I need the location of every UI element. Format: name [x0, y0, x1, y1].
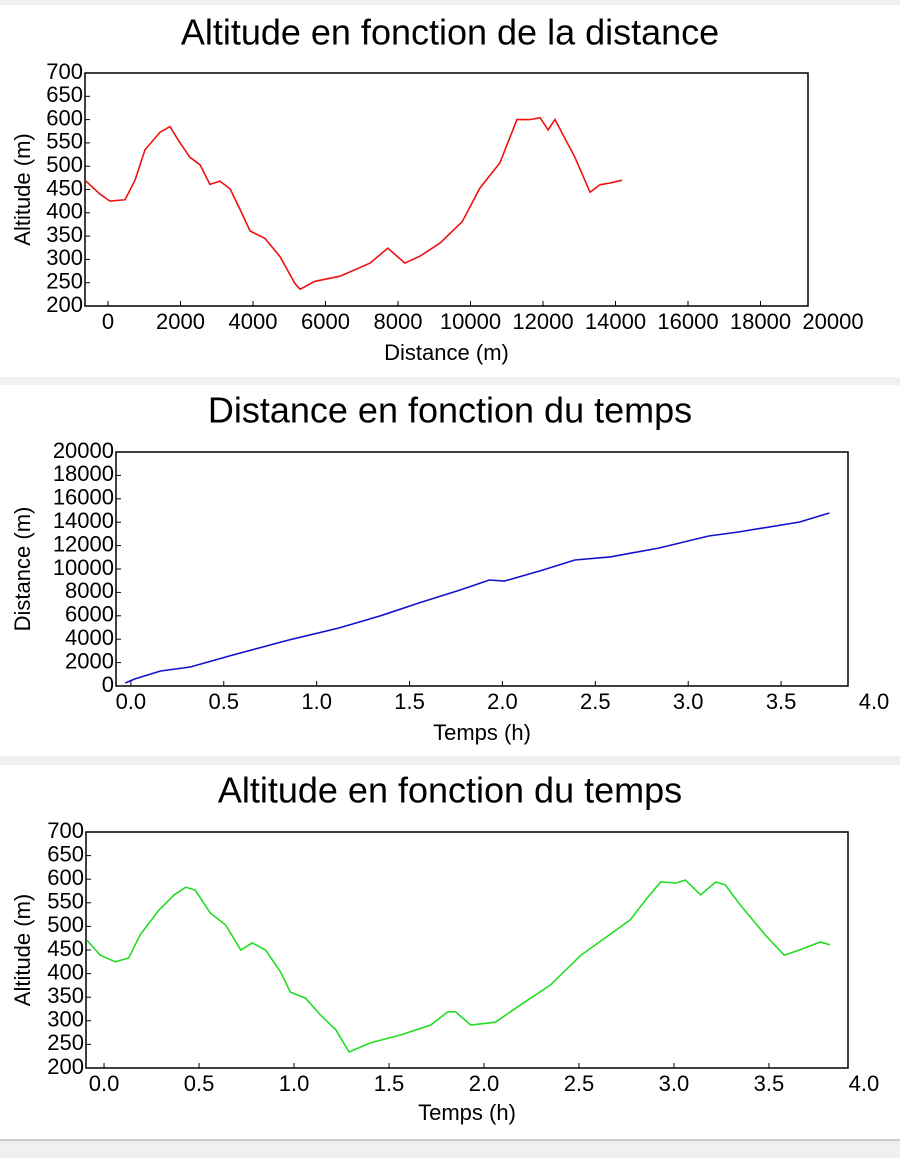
x-tick-label: 1.5	[374, 1071, 405, 1096]
x-tick-label: 3.0	[673, 689, 704, 714]
y-tick-label: 300	[46, 245, 83, 270]
y-tick-label: 14000	[53, 508, 114, 533]
x-tick-label: 1.5	[394, 689, 425, 714]
x-tick-label: 4.0	[849, 1071, 880, 1096]
y-tick-label: 0	[102, 672, 114, 697]
chart-title: Altitude en fonction du temps	[218, 770, 682, 811]
y-tick-label: 550	[47, 889, 84, 914]
y-axis-label: Altitude (m)	[10, 133, 35, 245]
chart-title: Distance en fonction du temps	[208, 390, 692, 431]
status-bar	[0, 1140, 900, 1158]
data-line	[86, 879, 831, 1054]
data-line	[84, 116, 623, 291]
y-tick-label: 600	[47, 865, 84, 890]
y-tick-label: 450	[47, 936, 84, 961]
x-tick-label: 0.0	[89, 1071, 120, 1096]
y-tick-label: 4000	[65, 625, 114, 650]
x-tick-label: 3.5	[754, 1071, 785, 1096]
y-axis-label: Altitude (m)	[10, 894, 35, 1006]
x-tick-label: 10000	[440, 309, 501, 334]
x-tick-label: 8000	[374, 309, 423, 334]
y-tick-label: 16000	[53, 485, 114, 510]
x-tick-label: 3.5	[766, 689, 797, 714]
data-line	[124, 512, 830, 684]
x-tick-label: 18000	[730, 309, 791, 334]
x-tick-label: 1.0	[301, 689, 332, 714]
x-axis-label: Temps (h)	[433, 720, 531, 745]
separator	[0, 0, 900, 5]
y-tick-label: 300	[47, 1007, 84, 1032]
y-tick-label: 18000	[53, 461, 114, 486]
x-tick-label: 2000	[156, 309, 205, 334]
x-tick-label: 0.5	[208, 689, 239, 714]
y-tick-label: 20000	[53, 438, 114, 463]
y-tick-label: 2000	[65, 648, 114, 673]
y-tick-label: 500	[47, 912, 84, 937]
y-tick-label: 200	[47, 1054, 84, 1079]
chart-title: Altitude en fonction de la distance	[181, 12, 719, 53]
x-tick-label: 12000	[512, 309, 573, 334]
y-tick-label: 650	[47, 841, 84, 866]
x-tick-label: 6000	[301, 309, 350, 334]
separator	[0, 756, 900, 765]
y-tick-label: 400	[47, 959, 84, 984]
x-tick-label: 2.5	[580, 689, 611, 714]
y-tick-label: 500	[46, 152, 83, 177]
x-tick-label: 14000	[585, 309, 646, 334]
x-tick-label: 0.0	[116, 689, 147, 714]
y-axis-label: Distance (m)	[10, 507, 35, 632]
x-tick-label: 16000	[657, 309, 718, 334]
x-tick-label: 4000	[229, 309, 278, 334]
x-tick-label: 2.0	[487, 689, 518, 714]
y-tick-label: 600	[46, 105, 83, 130]
y-tick-label: 250	[47, 1030, 84, 1055]
y-tick-label: 400	[46, 199, 83, 224]
y-tick-label: 700	[46, 59, 83, 84]
y-tick-label: 450	[46, 175, 83, 200]
x-tick-label: 3.0	[659, 1071, 690, 1096]
y-tick-label: 250	[46, 269, 83, 294]
plot-frame	[85, 831, 849, 1069]
y-tick-label: 12000	[53, 531, 114, 556]
x-tick-label: 20000	[802, 309, 863, 334]
x-axis-label: Distance (m)	[384, 340, 509, 365]
x-tick-label: 0	[102, 309, 114, 334]
separator	[0, 377, 900, 385]
y-tick-label: 6000	[65, 602, 114, 627]
x-tick-label: 4.0	[859, 689, 890, 714]
plot-frame	[84, 72, 809, 307]
x-tick-label: 2.0	[469, 1071, 500, 1096]
x-tick-label: 1.0	[279, 1071, 310, 1096]
x-tick-label: 2.5	[564, 1071, 595, 1096]
plot-frame	[115, 451, 849, 687]
y-tick-label: 650	[46, 82, 83, 107]
x-axis-label: Temps (h)	[418, 1100, 516, 1125]
y-tick-label: 700	[47, 818, 84, 843]
y-tick-label: 10000	[53, 555, 114, 580]
y-tick-label: 8000	[65, 578, 114, 603]
x-tick-label: 0.5	[184, 1071, 215, 1096]
y-tick-label: 350	[46, 222, 83, 247]
y-tick-label: 200	[46, 292, 83, 317]
y-tick-label: 350	[47, 983, 84, 1008]
y-tick-label: 550	[46, 129, 83, 154]
